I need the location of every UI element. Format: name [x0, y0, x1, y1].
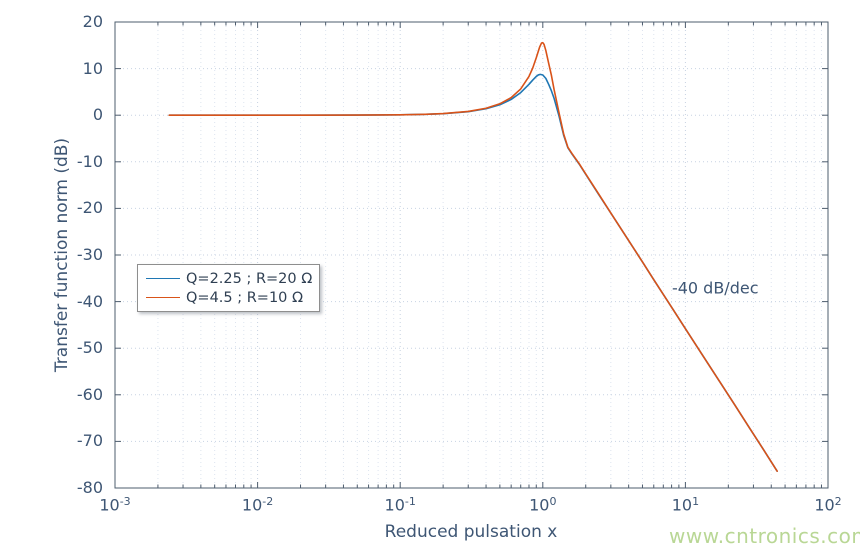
legend-line-sample-blue: [146, 278, 180, 279]
y-tick-label: -80: [76, 478, 103, 497]
legend-item: Q=2.25 ; R=20 Ω: [146, 269, 313, 288]
y-axis-label: Transfer function norm (dB): [52, 137, 72, 373]
x-tick-label: 10-1: [384, 495, 416, 515]
y-tick-label: -40: [76, 291, 103, 311]
x-axis-label: Reduced pulsation x: [384, 522, 558, 542]
y-tick-label: 20: [82, 12, 103, 31]
y-tick-label: -60: [76, 384, 103, 404]
y-tick-label: 0: [92, 105, 103, 125]
legend: Q=2.25 ; R=20 Ω Q=4.5 ; R=10 Ω: [137, 264, 320, 312]
y-tick-label: -30: [76, 245, 103, 264]
curve-Q=4.5 ; R=10 Ω: [168, 41, 778, 473]
legend-item: Q=4.5 ; R=10 Ω: [146, 288, 311, 307]
x-tick-label: 102: [814, 495, 842, 515]
watermark: www.cntronics.com: [669, 524, 860, 548]
x-tick-label: 100: [529, 495, 557, 515]
legend-label: Q=2.25 ; R=20 Ω: [186, 270, 313, 287]
y-tick-label: 10: [82, 58, 103, 78]
y-tick-label: -50: [76, 338, 103, 358]
x-tick-label: 10-3: [99, 495, 131, 515]
y-tick-label: -70: [76, 431, 103, 451]
slope-annotation: -40 dB/dec: [671, 278, 759, 298]
x-tick-label: 101: [671, 495, 700, 515]
y-tick-label: -20: [76, 198, 103, 218]
legend-line-sample-orange: [146, 297, 180, 298]
legend-label: Q=4.5 ; R=10 Ω: [186, 289, 304, 306]
y-tick-label: -10: [76, 151, 103, 171]
x-tick-label: 10-2: [241, 495, 274, 515]
